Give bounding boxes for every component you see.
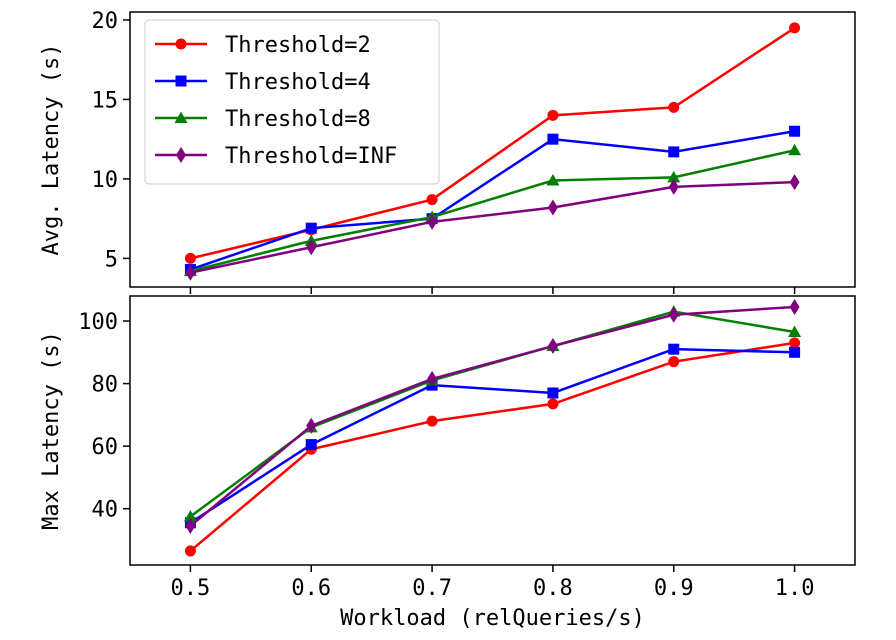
max-latency-panel: 40 60 80 100 Max Latency (s) — [39, 295, 856, 572]
data-point-threshold-2 — [426, 415, 438, 427]
data-point-threshold-2 — [426, 194, 438, 206]
data-point-threshold-8 — [183, 510, 197, 522]
data-point-threshold-2 — [184, 545, 196, 557]
data-point-threshold-inf — [789, 298, 800, 315]
data-point-threshold-4 — [668, 146, 680, 158]
x-tick-label: 0.6 — [291, 576, 331, 601]
data-point-threshold-inf — [789, 174, 800, 191]
data-point-threshold-inf — [427, 213, 438, 230]
data-point-threshold-2 — [668, 101, 680, 113]
series-line-threshold-8 — [190, 149, 795, 273]
legend-label-threshold-inf: Threshold=INF — [225, 144, 397, 169]
data-point-threshold-inf — [185, 264, 196, 281]
plot-frame — [129, 295, 856, 566]
data-point-threshold-8 — [788, 143, 802, 156]
legend-label-threshold-4: Threshold=4 — [225, 70, 371, 95]
data-point-threshold-2 — [668, 356, 680, 368]
data-point-threshold-2 — [547, 109, 559, 121]
data-point-threshold-4 — [547, 133, 559, 145]
data-point-threshold-4 — [668, 343, 680, 355]
legend-label-threshold-2: Threshold=2 — [225, 33, 371, 58]
data-point-threshold-inf — [547, 199, 558, 216]
series-line-threshold-4 — [189, 347, 795, 524]
y-tick-label: 15 — [92, 88, 119, 113]
data-point-threshold-inf — [427, 370, 438, 387]
data-point-threshold-2 — [184, 252, 196, 264]
data-point-threshold-inf — [306, 417, 317, 434]
data-point-threshold-8 — [788, 325, 802, 337]
data-point-threshold-inf — [547, 338, 558, 355]
x-axis-label: Workload (relQueries/s) — [340, 606, 645, 631]
series-line-threshold-2 — [189, 341, 795, 552]
data-point-threshold-inf — [668, 178, 679, 195]
data-point-threshold-4 — [305, 439, 317, 451]
data-point-threshold-inf — [306, 239, 317, 256]
y-tick-label: 20 — [92, 9, 119, 34]
y-axis-label: Avg. Latency (s) — [39, 44, 64, 256]
y-tick-label: 5 — [105, 247, 118, 272]
data-point-threshold-8 — [667, 170, 681, 183]
y-tick-label: 80 — [92, 373, 119, 398]
legend-marker-threshold-2 — [175, 38, 187, 50]
series-line-threshold-4 — [190, 129, 795, 271]
y-tick-label: 100 — [78, 310, 118, 335]
x-tick-label: 1.0 — [775, 576, 815, 601]
avg-latency-panel: 5 10 15 20 Avg. Latency (s) — [39, 9, 856, 294]
legend: Threshold=2 Threshold=4 Threshold=8 Thresho… — [144, 19, 440, 185]
y-tick-label: 40 — [92, 498, 119, 523]
y-tick-label: 60 — [92, 435, 119, 460]
legend-label-threshold-8: Threshold=8 — [225, 107, 371, 132]
legend-marker-threshold-inf — [176, 147, 186, 163]
series-line-threshold-8 — [189, 310, 795, 518]
x-tick-label: 0.7 — [412, 576, 452, 601]
y-axis-label: Max Latency (s) — [39, 331, 64, 530]
data-point-threshold-4 — [547, 387, 559, 399]
series-line-threshold-inf — [190, 180, 795, 274]
data-point-threshold-8 — [546, 173, 560, 186]
data-point-threshold-2 — [789, 22, 801, 34]
data-point-threshold-4 — [789, 125, 801, 137]
legend-box — [144, 19, 440, 185]
x-tick-label: 0.5 — [171, 576, 211, 601]
data-point-threshold-2 — [789, 337, 801, 349]
data-point-threshold-4 — [789, 346, 801, 358]
x-axis: 0.5 0.6 0.7 0.8 0.9 1.0 Workload (relQueries/s… — [171, 576, 815, 631]
data-point-threshold-2 — [547, 398, 559, 410]
y-tick-label: 10 — [92, 168, 119, 193]
x-tick-label: 0.8 — [533, 576, 573, 601]
data-point-threshold-inf — [185, 517, 196, 534]
legend-marker-threshold-8 — [174, 111, 188, 123]
plot-frame — [129, 11, 856, 288]
data-point-threshold-4 — [305, 222, 317, 234]
legend-marker-threshold-4 — [175, 75, 187, 87]
data-point-threshold-inf — [668, 306, 679, 323]
series-line-threshold-inf — [189, 305, 795, 527]
x-tick-label: 0.9 — [654, 576, 694, 601]
